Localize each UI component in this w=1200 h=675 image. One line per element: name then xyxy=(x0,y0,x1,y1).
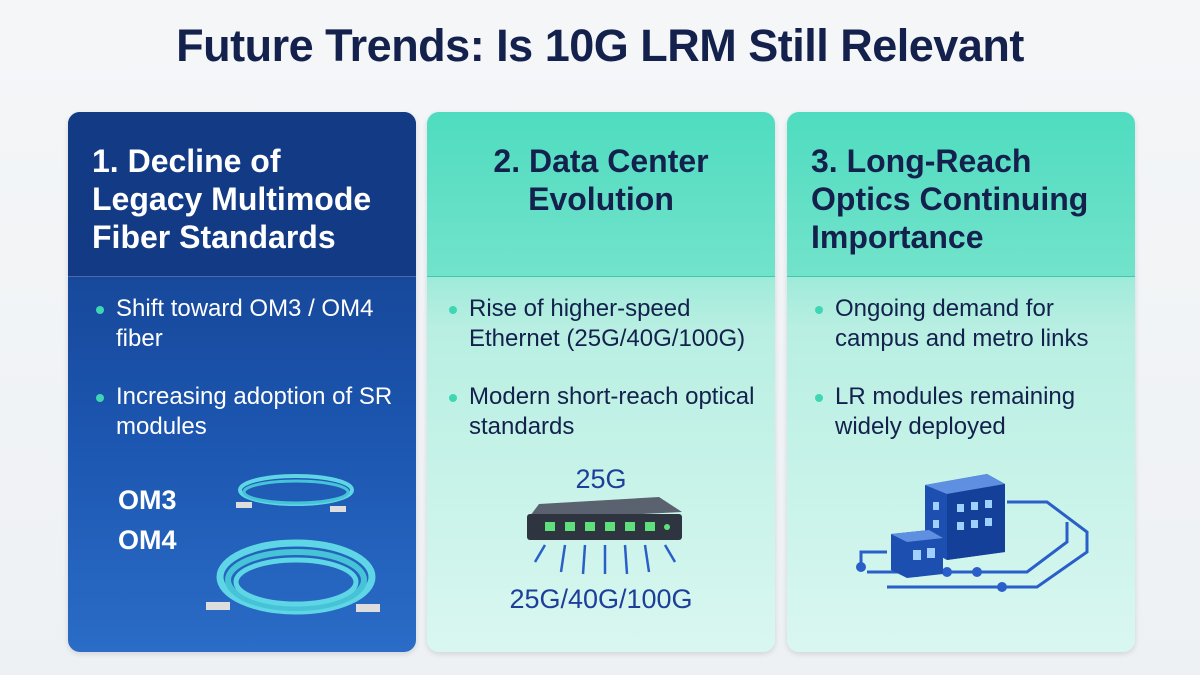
page-title: Future Trends: Is 10G LRM Still Relevant xyxy=(176,20,1024,71)
card-heading: 3. Long-Reach Optics Continuing Importan… xyxy=(787,112,1135,277)
bullet-list: Rise of higher-speed Ethernet (25G/40G/1… xyxy=(427,294,775,470)
building-network xyxy=(856,474,1089,592)
bullet: Shift toward OM3 / OM4 fiber xyxy=(96,294,400,354)
fiber-label: OM4 xyxy=(118,525,177,555)
bullet: Modern short-reach optical standards xyxy=(449,382,759,442)
switch-icon xyxy=(527,497,682,575)
fiber-label: OM3 xyxy=(118,485,177,515)
card-heading: 1. Decline of Legacy Multimode Fiber Sta… xyxy=(68,112,416,277)
speed-label: 25G/40G/100G xyxy=(509,584,693,614)
speed-label: 25G xyxy=(575,464,627,494)
bullet-list: Shift toward OM3 / OM4 fiber Increasing … xyxy=(68,294,416,470)
card: 2. Data Center Evolution Rise of higher-… xyxy=(427,112,775,652)
card: 1. Decline of Legacy Multimode Fiber Sta… xyxy=(68,112,416,652)
card-heading: 2. Data Center Evolution xyxy=(427,112,775,277)
bullet: Ongoing demand for campus and metro link… xyxy=(815,294,1119,354)
fiber-cables xyxy=(206,474,380,615)
bullet: Rise of higher-speed Ethernet (25G/40G/1… xyxy=(449,294,759,354)
card: 3. Long-Reach Optics Continuing Importan… xyxy=(787,112,1135,652)
bullet: Increasing adoption of SR modules xyxy=(96,382,400,442)
bullet-list: Ongoing demand for campus and metro link… xyxy=(787,294,1135,470)
bullet: LR modules remaining widely deployed xyxy=(815,382,1119,442)
